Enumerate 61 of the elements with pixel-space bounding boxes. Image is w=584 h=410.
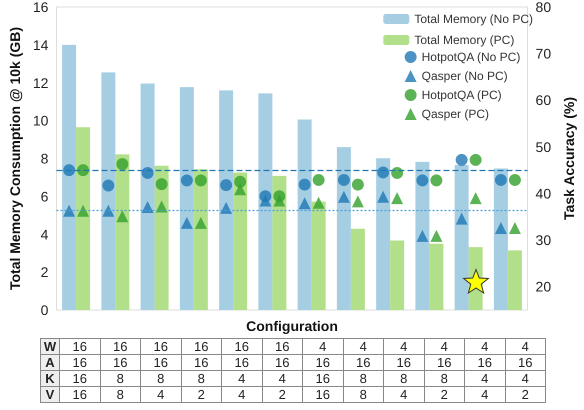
text: A — [40, 354, 60, 370]
text: K — [40, 370, 60, 386]
y-tick-label: 12 — [32, 74, 49, 91]
category-label: 4 16 4 2 — [518, 339, 532, 402]
category-label: 16 16 16 16 — [72, 339, 87, 402]
category-label: 4 16 8 8 — [356, 339, 370, 402]
bar — [390, 240, 404, 310]
y-tick-label: 16 — [32, 0, 49, 15]
category-label: 16 16 4 2 — [275, 339, 290, 402]
bar — [101, 72, 116, 310]
category-label: 4 16 16 16 — [316, 339, 330, 402]
y-tick-label: 6 — [40, 188, 49, 204]
legend-label: Qasper (PC) — [422, 107, 489, 121]
bar — [298, 119, 312, 310]
y2-tick-label: 60 — [536, 92, 552, 108]
category-label: 4 16 8 2 — [437, 339, 452, 402]
y2-tick-label: 30 — [536, 232, 552, 248]
y-tick-label: 8 — [40, 150, 49, 166]
bar — [376, 158, 390, 310]
bar — [454, 164, 469, 310]
text: V — [40, 386, 60, 402]
category-label: 4 16 8 4 — [396, 339, 411, 402]
bar — [62, 44, 76, 310]
y2-tick-label: 40 — [536, 185, 552, 202]
legend-label: HotpotQA (No PC) — [422, 50, 520, 64]
y-tick-label: 0 — [40, 302, 49, 318]
bar — [219, 90, 234, 310]
y2-tick-label: 70 — [536, 46, 552, 62]
bar — [429, 244, 444, 310]
bar — [272, 176, 286, 310]
y2-tick-label: 80 — [536, 0, 552, 15]
bar — [180, 87, 194, 310]
bar — [350, 228, 365, 310]
category-label: 16 16 4 4 — [234, 339, 249, 402]
bar — [154, 166, 169, 310]
x-axis-title: Configuration — [246, 318, 338, 334]
text: W — [40, 338, 60, 354]
y2-axis-title: Task Accuracy (%) — [561, 97, 577, 220]
y2-tick-label: 20 — [536, 278, 552, 295]
y-tick-label: 14 — [32, 36, 49, 53]
category-label: 16 16 8 2 — [194, 339, 208, 402]
bar — [312, 202, 326, 310]
y-tick-label: 10 — [32, 112, 49, 129]
bar — [508, 250, 522, 310]
category-label: 16 16 8 4 — [154, 339, 168, 402]
legend-label: Qasper (No PC) — [422, 69, 508, 83]
category-label: 4 16 4 4 — [478, 339, 492, 402]
legend-label: Total Memory (No PC) — [414, 12, 534, 26]
bar — [258, 93, 272, 310]
y-axis-title: Total Memory Consumption @ 10k (GB) — [7, 26, 23, 290]
category-label: 16 16 8 8 — [113, 339, 128, 402]
bar — [336, 147, 351, 310]
legend-label: Total Memory (PC) — [414, 33, 514, 47]
y2-tick-label: 50 — [536, 138, 552, 155]
y-tick-label: 4 — [40, 226, 49, 242]
bar — [194, 169, 208, 310]
y-tick-label: 2 — [40, 264, 49, 280]
legend-label: HotpotQA (PC) — [422, 88, 502, 102]
bar — [140, 84, 155, 310]
bar — [233, 172, 248, 310]
bar — [76, 127, 90, 310]
